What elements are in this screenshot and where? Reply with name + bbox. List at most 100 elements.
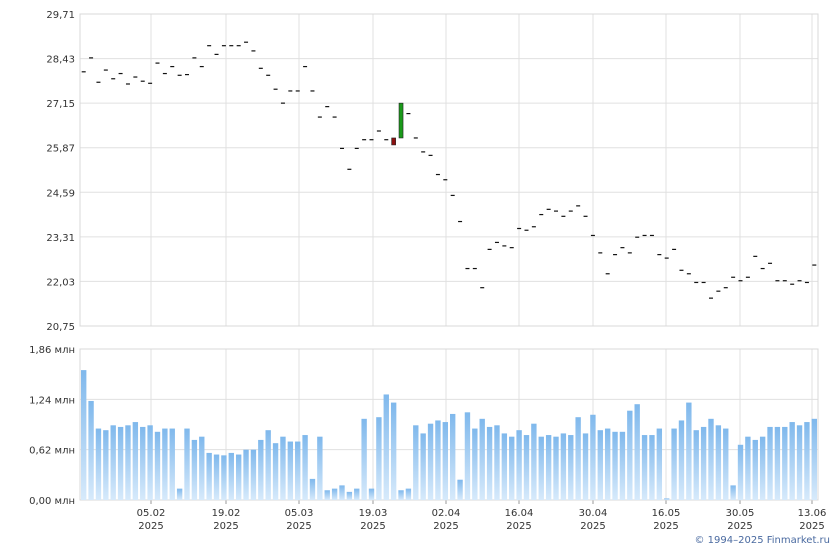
volume-bar — [398, 490, 404, 500]
volume-bar — [494, 425, 500, 500]
volume-bar — [634, 404, 640, 500]
x-tick-date: 13.06 — [798, 508, 827, 519]
volume-bar — [295, 441, 301, 500]
volume-bar — [678, 420, 685, 500]
volume-y-tick-label: 0,62 млн — [29, 446, 75, 457]
volume-bar — [140, 426, 146, 500]
volume-bar — [464, 412, 471, 500]
volume-y-tick-label: 1,86 млн — [29, 345, 75, 356]
volume-bar — [206, 452, 212, 500]
volume-bar — [309, 478, 316, 500]
volume-bar — [575, 417, 581, 500]
volume-bar — [435, 420, 441, 500]
volume-bar — [531, 423, 537, 500]
x-tick-year: 2025 — [727, 521, 752, 532]
volume-bar — [331, 488, 338, 500]
volume-bar — [811, 418, 817, 500]
volume-bar — [649, 435, 655, 500]
volume-bar — [472, 428, 478, 500]
x-tick-date: 05.03 — [285, 508, 314, 519]
volume-bar — [368, 488, 375, 500]
volume-bar — [199, 436, 205, 500]
x-tick-year: 2025 — [433, 521, 458, 532]
volume-bar — [339, 485, 345, 500]
volume-bar — [390, 402, 397, 500]
volume-bar — [324, 490, 330, 500]
volume-bar — [184, 428, 190, 500]
volume-bar — [604, 428, 611, 500]
volume-bar — [413, 425, 419, 500]
x-tick-date: 19.03 — [359, 508, 388, 519]
volume-bar — [280, 436, 286, 500]
x-tick-date: 30.05 — [726, 508, 755, 519]
x-tick-year: 2025 — [286, 521, 311, 532]
volume-bar — [627, 410, 633, 500]
volume-bar — [243, 449, 249, 500]
volume-panel: 1,86 млн 1,24 млн 0,62 млн 0,00 млн 05.02 202… — [29, 345, 826, 532]
volume-bar — [590, 414, 596, 500]
volume-bar — [383, 394, 389, 500]
x-tick-year: 2025 — [138, 521, 163, 532]
volume-bar — [420, 433, 426, 500]
volume-bar — [317, 436, 323, 500]
volume-bar — [545, 435, 552, 500]
volume-bar — [553, 436, 559, 500]
volume-bar — [619, 431, 626, 500]
volume-bar — [235, 454, 242, 500]
volume-bar — [169, 428, 175, 500]
x-tick-year: 2025 — [580, 521, 605, 532]
volume-bar — [693, 430, 699, 500]
volume-bar — [103, 430, 109, 500]
volume-bar — [125, 425, 131, 500]
x-tick-date: 16.05 — [652, 508, 681, 519]
volume-bar — [154, 431, 161, 500]
volume-bar — [479, 418, 485, 500]
volume-bar — [560, 433, 567, 500]
volume-bar — [715, 425, 722, 500]
x-tick-date: 30.04 — [579, 508, 608, 519]
volume-bar — [582, 433, 589, 500]
x-tick-year: 2025 — [799, 521, 824, 532]
volume-bar — [664, 498, 670, 500]
volume-bar — [759, 436, 766, 500]
volume-bar — [265, 430, 271, 500]
volume-bar — [250, 449, 257, 500]
volume-bar — [700, 426, 707, 500]
volume-bar — [501, 433, 508, 500]
volume-bar — [730, 485, 736, 500]
volume-bar — [686, 402, 692, 500]
volume-bar — [752, 439, 758, 500]
price-y-tick-label: 24,59 — [46, 188, 75, 199]
volume-bar — [221, 455, 227, 500]
volume-bar — [258, 439, 264, 500]
volume-bar — [376, 417, 382, 500]
volume-bar — [287, 441, 294, 500]
volume-bar — [782, 426, 788, 500]
volume-bar — [796, 425, 803, 500]
volume-bar — [354, 488, 360, 500]
volume-bar — [774, 426, 781, 500]
volume-bar — [272, 443, 279, 500]
volume-bar — [745, 436, 751, 500]
volume-bar — [767, 426, 773, 500]
price-panel: 29,71 28,43 27,15 25,87 24,59 23,31 22,03 20,75 — [46, 10, 819, 333]
price-y-tick-label: 22,03 — [46, 277, 75, 288]
volume-bar — [110, 425, 116, 500]
price-candle — [398, 102, 404, 139]
x-tick-date: 16.04 — [505, 508, 534, 519]
volume-bar — [176, 488, 183, 500]
volume-bar — [427, 423, 434, 500]
volume-bar — [361, 418, 367, 500]
volume-bar — [346, 491, 353, 500]
volume-bar — [612, 431, 618, 500]
price-y-tick-label: 29,71 — [46, 10, 75, 21]
volume-bar — [516, 430, 522, 500]
price-plot-frame — [79, 13, 819, 327]
volume-bar — [789, 422, 795, 500]
volume-bar — [162, 428, 168, 500]
volume-bar — [723, 428, 729, 500]
volume-bar — [117, 426, 124, 500]
volume-bar — [132, 422, 139, 500]
price-y-tick-label: 23,31 — [46, 233, 75, 244]
